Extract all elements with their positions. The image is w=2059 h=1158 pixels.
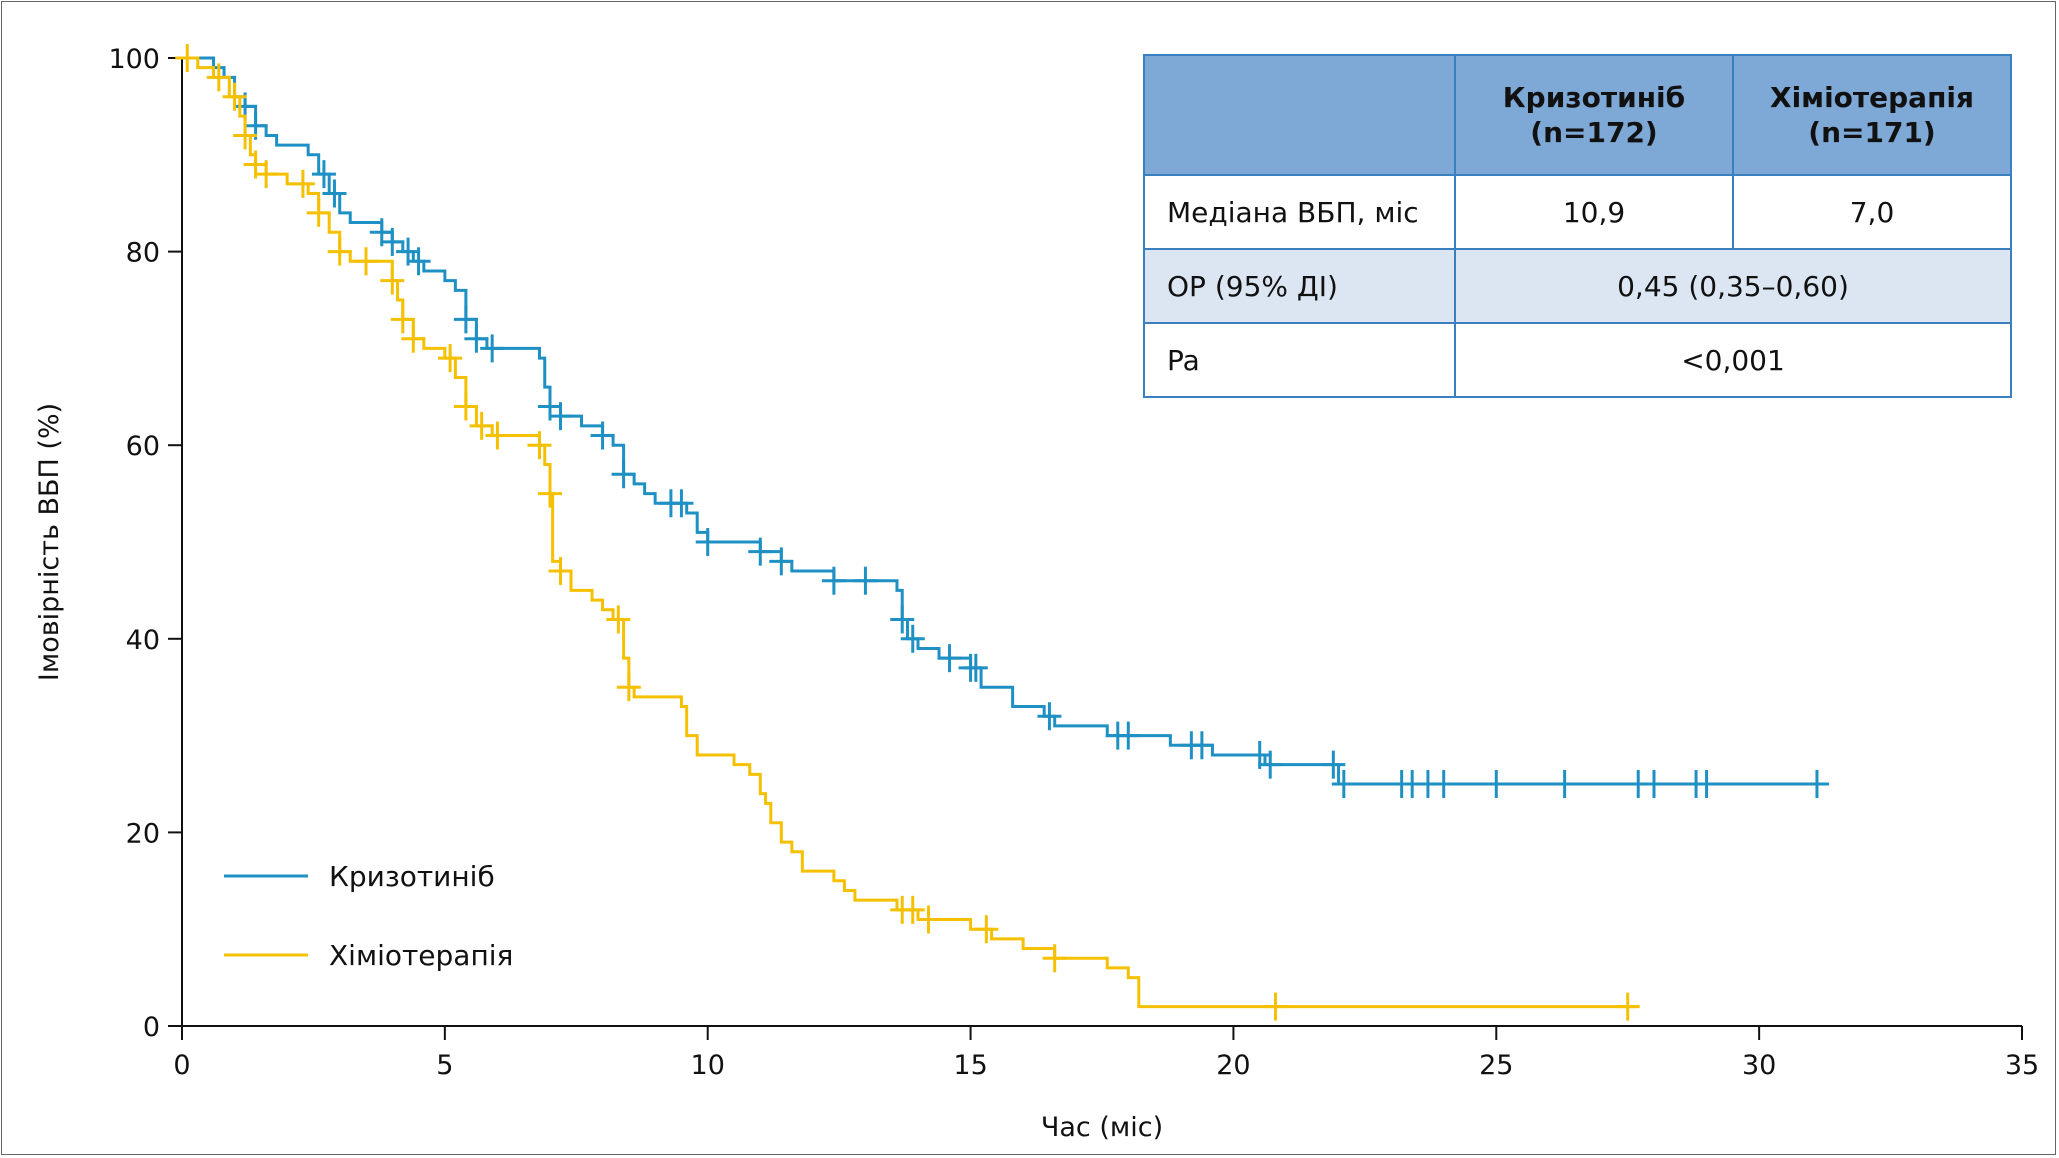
x-tick-label: 30: [1742, 1050, 1776, 1081]
header-text-crizotinib: Кризотиніб (n=172): [1502, 81, 1686, 149]
x-tick-label: 10: [691, 1050, 725, 1081]
legend-label-chemotherapy: Хіміотерапія: [329, 939, 513, 972]
y-tick-label: 40: [126, 625, 160, 656]
y-tick-label: 60: [126, 431, 160, 462]
x-tick-label: 5: [436, 1050, 453, 1081]
x-axis-title: Час (міс): [1041, 1112, 1163, 1143]
table-row: ОР (95% ДІ) 0,45 (0,35–0,60): [1143, 248, 2012, 324]
cell-p-value: <0,001: [1454, 322, 2012, 398]
stats-table: Кризотиніб (n=172) Хіміотерапія (n=171) Ме…: [1143, 54, 2012, 398]
y-tick-label: 80: [126, 238, 160, 269]
header-text-chemotherapy: Хіміотерапія (n=171): [1770, 81, 1974, 149]
table-header-empty: [1143, 54, 1456, 176]
cell-median-chemotherapy: 7,0: [1732, 174, 2012, 250]
row-label-median: Медіана ВБП, міс: [1143, 174, 1456, 250]
cell-hr-value: 0,45 (0,35–0,60): [1454, 248, 2012, 324]
x-tick-label: 0: [173, 1050, 190, 1081]
y-tick-label: 0: [143, 1012, 160, 1043]
x-tick-label: 20: [1216, 1050, 1250, 1081]
chart-axes: 0 5 10 15 20 25 30 35 0 20 40 60 80 100: [108, 44, 2039, 1081]
table-header-chemotherapy: Хіміотерапія (n=171): [1732, 54, 2012, 176]
chart-legend: Кризотиніб Хіміотерапія: [224, 860, 513, 972]
table-row: Медіана ВБП, міс 10,9 7,0: [1143, 174, 2012, 250]
y-tick-label: 100: [108, 44, 160, 75]
chart-curves: [175, 44, 1829, 1021]
y-tick-label: 20: [126, 818, 160, 849]
table-row: Pa <0,001: [1143, 322, 2012, 398]
y-axis-title: Імовірність ВБП (%): [34, 403, 65, 681]
row-label-hr: ОР (95% ДІ): [1143, 248, 1456, 324]
x-tick-label: 15: [953, 1050, 987, 1081]
table-header-crizotinib: Кризотиніб (n=172): [1454, 54, 1734, 176]
x-tick-label: 25: [1479, 1050, 1513, 1081]
legend-label-crizotinib: Кризотиніб: [329, 860, 495, 893]
row-label-p: Pa: [1143, 322, 1456, 398]
x-tick-label: 35: [2005, 1050, 2039, 1081]
cell-median-crizotinib: 10,9: [1454, 174, 1734, 250]
table-header-row: Кризотиніб (n=172) Хіміотерапія (n=171): [1143, 54, 2012, 176]
